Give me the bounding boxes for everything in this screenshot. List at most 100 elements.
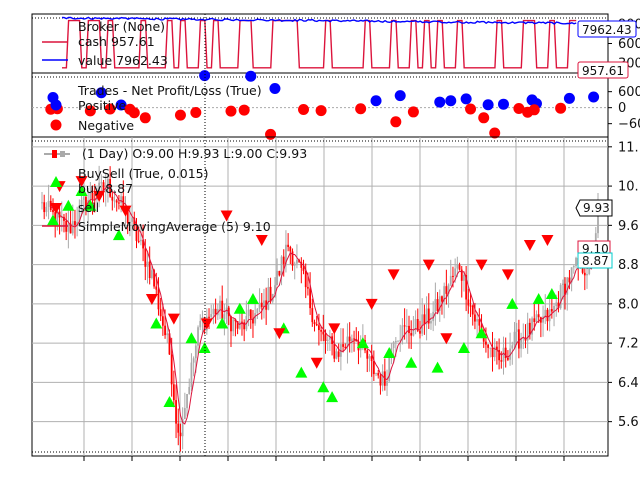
panel-frame [31, 136, 609, 457]
negative-trade-marker [528, 104, 540, 116]
candle-body [122, 196, 125, 211]
candle-body [436, 299, 439, 311]
negative-trade-marker [190, 106, 202, 118]
candle-body [405, 325, 408, 327]
negative-trade-marker [465, 103, 477, 115]
candle-body [52, 209, 54, 213]
candle-body [214, 308, 217, 316]
candle-body [328, 336, 331, 340]
negative-trade-marker [407, 106, 419, 118]
candle-body [256, 308, 259, 314]
candle-body [381, 371, 384, 386]
candle-body [372, 361, 375, 375]
candle-body [564, 283, 566, 295]
candle-body [550, 309, 553, 312]
candle-body [247, 309, 250, 317]
buy-signal-marker [317, 381, 330, 393]
candle-body [304, 270, 307, 288]
candle-body [175, 400, 177, 424]
candle-body [47, 200, 50, 207]
last-price-tag: 9.93 [583, 201, 610, 215]
positive-trade-marker [498, 98, 510, 110]
sell-signal-marker [541, 235, 554, 247]
candle-body [100, 182, 103, 184]
candle-body [82, 196, 85, 200]
value-tags: 7962.43 957.61 9.93 9.10 8.87 [575, 20, 637, 269]
candle-body [188, 386, 191, 395]
candle-body [183, 408, 186, 420]
candle-body [485, 341, 487, 345]
buy-tag: 8.87 [582, 254, 609, 268]
y-tick-label: 8.0 [618, 297, 639, 312]
candle-body [449, 275, 452, 285]
candle-body [102, 182, 105, 191]
sell-signal-marker [145, 293, 158, 305]
candle-body [260, 302, 263, 308]
negative-trade-marker [139, 112, 151, 124]
candle-body [85, 196, 87, 210]
candle-body [311, 308, 314, 323]
candle-body [447, 284, 450, 294]
buy-signal-marker [75, 184, 88, 196]
positive-trade-marker [115, 99, 127, 111]
negative-trade-marker [225, 105, 237, 117]
buy-signal-marker [326, 391, 339, 403]
buy-legend-label: buy 8.87 [78, 181, 133, 196]
candle-body [150, 270, 153, 279]
candle-body [161, 316, 164, 326]
candle-body [166, 333, 169, 336]
cash-tag: 957.61 [582, 64, 624, 78]
positive-legend-label: Positive [78, 98, 126, 113]
candle-body [460, 269, 463, 281]
candle-body [335, 351, 338, 359]
candle-body [115, 200, 118, 203]
sma-line [50, 183, 599, 425]
candle-body [263, 300, 265, 308]
buy-signal-marker [532, 292, 545, 304]
buy-signal-marker [62, 199, 75, 211]
candle-body [452, 275, 454, 277]
candle-body [353, 338, 355, 340]
candle-body [469, 305, 472, 307]
sell-signal-marker [273, 328, 286, 340]
y-tick-label: 10. [618, 180, 639, 195]
candle-body [465, 275, 468, 300]
candle-body [478, 319, 481, 326]
candle-body [496, 346, 498, 350]
positive-trade-marker [199, 70, 211, 82]
candle-body [368, 356, 371, 359]
value-legend-label: value 7962.43 [78, 53, 168, 68]
candle-body [313, 322, 316, 325]
broker-legend-title: Broker (None) [78, 19, 165, 34]
positive-trade-marker [563, 92, 575, 104]
sell-signal-marker [119, 205, 132, 217]
candle-body [98, 182, 101, 197]
ohlc-legend-label: (1 Day) O:9.00 H:9.93 L:9.00 C:9.93 [82, 146, 307, 161]
candle-body [104, 189, 107, 191]
candle-body [333, 344, 336, 359]
candle-body [568, 277, 571, 283]
candle-body [427, 308, 430, 324]
sell-signal-marker [501, 269, 514, 281]
buy-signal-marker [46, 214, 59, 226]
candle-body [252, 318, 254, 324]
candle-body [366, 350, 369, 359]
candle-body [126, 207, 129, 224]
candle-body [278, 270, 281, 276]
candle-body [526, 322, 529, 341]
candle-body [337, 351, 340, 357]
candle-body [76, 221, 79, 226]
candle-body [300, 262, 303, 268]
candle-body [509, 348, 511, 360]
candle-body [467, 299, 470, 306]
candle-body [401, 325, 404, 341]
candle-body [254, 313, 257, 324]
sell-legend-label: sell [78, 200, 99, 215]
candle-body [164, 325, 166, 336]
candle-body [111, 196, 114, 201]
candle-body [561, 283, 564, 285]
sell-signal-marker [387, 269, 400, 281]
positive-trade-marker [482, 99, 494, 111]
candle-body [566, 277, 569, 295]
candle-body [458, 264, 461, 270]
